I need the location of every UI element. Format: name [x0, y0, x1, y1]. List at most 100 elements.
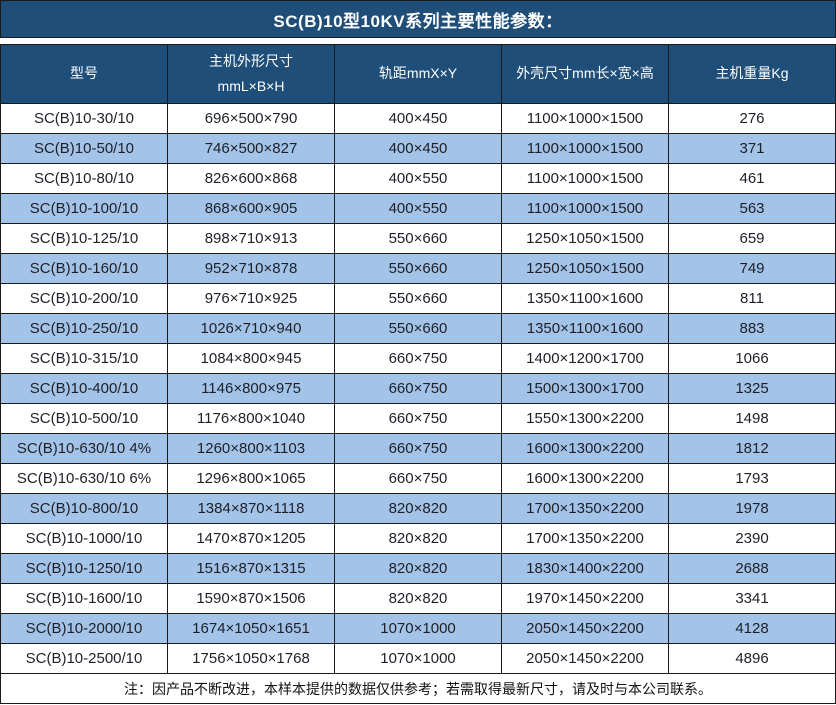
- cell-rail-gauge: 550×660: [334, 283, 502, 314]
- cell-host-weight: 1325: [668, 373, 836, 404]
- cell-shell-dimensions: 1350×1100×1600: [501, 313, 669, 344]
- table-row: SC(B)10-630/10 4% 1260×800×1103 660×750 160…: [0, 433, 836, 464]
- cell-shell-dimensions: 1600×1300×2200: [501, 463, 669, 494]
- cell-host-weight: 4128: [668, 613, 836, 644]
- cell-host-weight: 1793: [668, 463, 836, 494]
- cell-shell-dimensions: 1250×1050×1500: [501, 253, 669, 284]
- cell-model: SC(B)10-630/10 4%: [0, 433, 168, 464]
- note-row: 注：因产品不断改进，本样本提供的数据仅供参考；若需取得最新尺寸，请及时与本公司联…: [0, 673, 836, 704]
- cell-host-dimensions: 1146×800×975: [167, 373, 335, 404]
- table-row: SC(B)10-500/10 1176×800×1040 660×750 1550×1…: [0, 403, 836, 434]
- cell-host-dimensions: 1516×870×1315: [167, 553, 335, 584]
- cell-host-dimensions: 1590×870×1506: [167, 583, 335, 614]
- title-divider: [0, 38, 836, 44]
- cell-model: SC(B)10-200/10: [0, 283, 168, 314]
- cell-rail-gauge: 400×550: [334, 163, 502, 194]
- cell-rail-gauge: 660×750: [334, 403, 502, 434]
- cell-shell-dimensions: 2050×1450×2200: [501, 643, 669, 674]
- cell-host-weight: 461: [668, 163, 836, 194]
- header-row: 型号 主机外形尺寸 mmL×B×H 轨距mmX×Y 外壳尺寸mm长×宽×高 主机…: [0, 44, 836, 104]
- cell-shell-dimensions: 1550×1300×2200: [501, 403, 669, 434]
- cell-host-dimensions: 952×710×878: [167, 253, 335, 284]
- table-row: SC(B)10-100/10 868×600×905 400×550 1100×100…: [0, 193, 836, 224]
- cell-shell-dimensions: 1400×1200×1700: [501, 343, 669, 374]
- cell-shell-dimensions: 1700×1350×2200: [501, 523, 669, 554]
- cell-shell-dimensions: 1830×1400×2200: [501, 553, 669, 584]
- cell-shell-dimensions: 1970×1450×2200: [501, 583, 669, 614]
- cell-model: SC(B)10-100/10: [0, 193, 168, 224]
- cell-host-dimensions: 826×600×868: [167, 163, 335, 194]
- cell-rail-gauge: 550×660: [334, 313, 502, 344]
- table-row: SC(B)10-1000/10 1470×870×1205 820×820 1700×…: [0, 523, 836, 554]
- table-row: SC(B)10-1250/10 1516×870×1315 820×820 1830×…: [0, 553, 836, 584]
- cell-model: SC(B)10-315/10: [0, 343, 168, 374]
- cell-model: SC(B)10-2500/10: [0, 643, 168, 674]
- cell-host-weight: 1978: [668, 493, 836, 524]
- cell-rail-gauge: 820×820: [334, 583, 502, 614]
- table-body: SC(B)10-30/10 696×500×790 400×450 1100×1000…: [0, 103, 836, 674]
- cell-host-weight: 883: [668, 313, 836, 344]
- cell-host-dimensions: 1084×800×945: [167, 343, 335, 374]
- cell-rail-gauge: 660×750: [334, 463, 502, 494]
- cell-rail-gauge: 820×820: [334, 553, 502, 584]
- cell-model: SC(B)10-80/10: [0, 163, 168, 194]
- cell-model: SC(B)10-125/10: [0, 223, 168, 254]
- cell-host-dimensions: 898×710×913: [167, 223, 335, 254]
- cell-shell-dimensions: 1600×1300×2200: [501, 433, 669, 464]
- table-row: SC(B)10-250/10 1026×710×940 550×660 1350×11…: [0, 313, 836, 344]
- cell-host-weight: 4896: [668, 643, 836, 674]
- cell-rail-gauge: 660×750: [334, 373, 502, 404]
- note-text: 注：因产品不断改进，本样本提供的数据仅供参考；若需取得最新尺寸，请及时与本公司联…: [0, 673, 836, 704]
- table-row: SC(B)10-80/10 826×600×868 400×550 1100×1000…: [0, 163, 836, 194]
- column-header-host-weight: 主机重量Kg: [668, 44, 836, 104]
- cell-shell-dimensions: 2050×1450×2200: [501, 613, 669, 644]
- cell-host-dimensions: 1260×800×1103: [167, 433, 335, 464]
- cell-rail-gauge: 550×660: [334, 223, 502, 254]
- cell-model: SC(B)10-400/10: [0, 373, 168, 404]
- column-header-host-dimensions: 主机外形尺寸 mmL×B×H: [167, 44, 335, 104]
- cell-model: SC(B)10-1000/10: [0, 523, 168, 554]
- cell-host-dimensions: 696×500×790: [167, 103, 335, 134]
- cell-host-dimensions: 1176×800×1040: [167, 403, 335, 434]
- table-row: SC(B)10-630/10 6% 1296×800×1065 660×750 160…: [0, 463, 836, 494]
- cell-host-weight: 659: [668, 223, 836, 254]
- cell-host-weight: 371: [668, 133, 836, 164]
- cell-shell-dimensions: 1100×1000×1500: [501, 133, 669, 164]
- cell-host-dimensions: 1384×870×1118: [167, 493, 335, 524]
- cell-shell-dimensions: 1100×1000×1500: [501, 103, 669, 134]
- cell-host-dimensions: 1026×710×940: [167, 313, 335, 344]
- cell-host-weight: 2390: [668, 523, 836, 554]
- column-header-model: 型号: [0, 44, 168, 104]
- cell-model: SC(B)10-250/10: [0, 313, 168, 344]
- cell-rail-gauge: 1070×1000: [334, 613, 502, 644]
- cell-host-weight: 1812: [668, 433, 836, 464]
- cell-host-weight: 563: [668, 193, 836, 224]
- page-title: SC(B)10型10KV系列主要性能参数：: [0, 0, 836, 38]
- cell-model: SC(B)10-50/10: [0, 133, 168, 164]
- cell-host-weight: 276: [668, 103, 836, 134]
- cell-rail-gauge: 1070×1000: [334, 643, 502, 674]
- cell-shell-dimensions: 1350×1100×1600: [501, 283, 669, 314]
- cell-host-weight: 1066: [668, 343, 836, 374]
- cell-shell-dimensions: 1100×1000×1500: [501, 193, 669, 224]
- cell-host-weight: 811: [668, 283, 836, 314]
- table-row: SC(B)10-315/10 1084×800×945 660×750 1400×12…: [0, 343, 836, 374]
- cell-rail-gauge: 400×450: [334, 133, 502, 164]
- table-row: SC(B)10-1600/10 1590×870×1506 820×820 1970×…: [0, 583, 836, 614]
- cell-model: SC(B)10-1600/10: [0, 583, 168, 614]
- cell-host-dimensions: 868×600×905: [167, 193, 335, 224]
- column-header-rail-gauge: 轨距mmX×Y: [334, 44, 502, 104]
- table-row: SC(B)10-50/10 746×500×827 400×450 1100×1000…: [0, 133, 836, 164]
- table-row: SC(B)10-30/10 696×500×790 400×450 1100×1000…: [0, 103, 836, 134]
- cell-rail-gauge: 820×820: [334, 493, 502, 524]
- cell-host-weight: 749: [668, 253, 836, 284]
- table-row: SC(B)10-400/10 1146×800×975 660×750 1500×13…: [0, 373, 836, 404]
- cell-model: SC(B)10-2000/10: [0, 613, 168, 644]
- cell-host-dimensions: 746×500×827: [167, 133, 335, 164]
- column-header-shell-dimensions: 外壳尺寸mm长×宽×高: [501, 44, 669, 104]
- cell-rail-gauge: 400×550: [334, 193, 502, 224]
- table-row: SC(B)10-160/10 952×710×878 550×660 1250×105…: [0, 253, 836, 284]
- table-footer: 注：因产品不断改进，本样本提供的数据仅供参考；若需取得最新尺寸，请及时与本公司联…: [0, 673, 836, 704]
- cell-host-weight: 3341: [668, 583, 836, 614]
- cell-model: SC(B)10-160/10: [0, 253, 168, 284]
